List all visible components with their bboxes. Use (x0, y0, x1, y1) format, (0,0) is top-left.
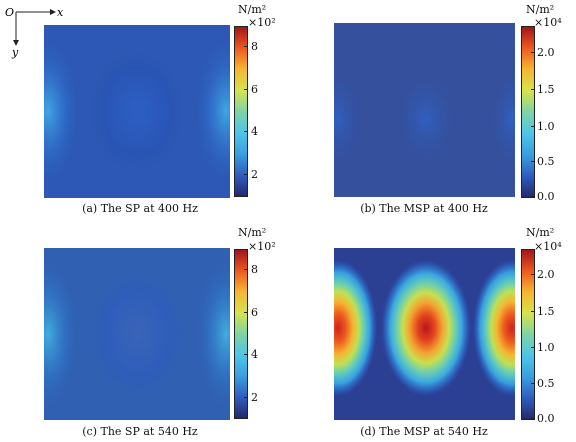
colorbar-tick-label: 8 (251, 40, 258, 53)
colorbar-tick-label: 1.5 (537, 83, 555, 96)
axis-origin-label: O (5, 6, 14, 19)
unit-label-b: N/m² (526, 3, 555, 16)
caption-a: (a) The SP at 400 Hz (82, 202, 198, 215)
colorbar-tick-label: 0.0 (537, 412, 555, 425)
tickmark (531, 52, 535, 53)
colorbar-tick-label: 1.0 (537, 120, 555, 133)
colorbar-tick-label: 4 (251, 125, 258, 138)
exponent-label-c: ×10² (248, 240, 276, 253)
axis-y-label: y (11, 46, 19, 59)
tickmark (531, 274, 535, 275)
unit-label-d: N/m² (526, 226, 555, 239)
heatmap-d (334, 248, 515, 420)
colorbar-tick-label: 6 (251, 306, 258, 319)
colorbar-tick-label: 4 (251, 348, 258, 361)
caption-d: (d) The MSP at 540 Hz (360, 425, 488, 438)
heatmap-c (44, 248, 230, 420)
colorbar-a (234, 26, 248, 197)
axis-x-label: x (57, 6, 64, 19)
colorbar-d (521, 249, 535, 420)
heatmap-b (334, 23, 515, 197)
tickmark (531, 89, 535, 90)
exponent-label-a: ×10² (248, 16, 276, 29)
caption-c: (c) The SP at 540 Hz (82, 425, 198, 438)
tickmark (531, 126, 535, 127)
exponent-label-d: ×10⁴ (534, 240, 562, 253)
heatmap-a (44, 25, 230, 198)
tickmark (531, 347, 535, 348)
tickmark (531, 196, 535, 197)
unit-label-c: N/m² (238, 226, 267, 239)
colorbar-tick-label: 8 (251, 263, 258, 276)
colorbar-tick-label: 2.0 (537, 268, 555, 281)
colorbar-tick-label: 2.0 (537, 46, 555, 59)
tickmark (531, 311, 535, 312)
tickmark (531, 418, 535, 419)
tickmark (244, 312, 248, 313)
tickmark (244, 269, 248, 270)
colorbar-tick-label: 0.5 (537, 377, 555, 390)
coordinate-axes: O x y (5, 6, 64, 59)
colorbar-tick-label: 1.0 (537, 341, 555, 354)
tickmark (531, 383, 535, 384)
colorbar-tick-label: 0.5 (537, 155, 555, 168)
tickmark (244, 397, 248, 398)
colorbar-tick-label: 0.0 (537, 190, 555, 203)
colorbar-b (521, 26, 535, 198)
caption-b: (b) The MSP at 400 Hz (360, 202, 488, 215)
tickmark (244, 354, 248, 355)
tickmark (244, 89, 248, 90)
colorbar-tick-label: 1.5 (537, 305, 555, 318)
tickmark (531, 161, 535, 162)
tickmark (244, 174, 248, 175)
colorbar-tick-label: 6 (251, 83, 258, 96)
colorbar-tick-label: 2 (251, 391, 258, 404)
unit-label-a: N/m² (238, 3, 267, 16)
tickmark (244, 131, 248, 132)
colorbar-c (234, 249, 248, 419)
exponent-label-b: ×10⁴ (534, 16, 562, 29)
tickmark (244, 46, 248, 47)
colorbar-tick-label: 2 (251, 168, 258, 181)
